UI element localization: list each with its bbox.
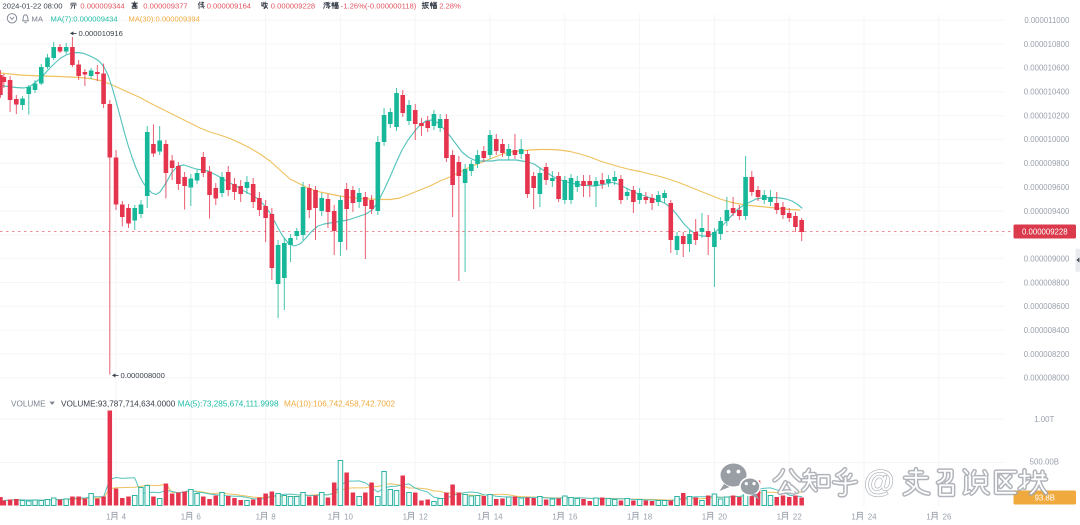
svg-text:1: 1 <box>403 512 408 521</box>
svg-text:6: 6 <box>196 512 201 521</box>
svg-text:1: 1 <box>702 512 707 521</box>
svg-text:0.000009600: 0.000009600 <box>1024 183 1070 192</box>
svg-text:0.000010200: 0.000010200 <box>1024 111 1070 120</box>
svg-text:0.000010800: 0.000010800 <box>1024 40 1070 49</box>
svg-text:18: 18 <box>643 512 652 521</box>
svg-text:0.000008600: 0.000008600 <box>1024 302 1070 311</box>
svg-text:MA(10):106,742,458,742.7002: MA(10):106,742,458,742.7002 <box>284 399 396 408</box>
svg-text:1: 1 <box>328 512 333 521</box>
svg-text:1.00T: 1.00T <box>1034 415 1054 424</box>
svg-text:0.000009377: 0.000009377 <box>143 2 187 11</box>
svg-text:0.000009800: 0.000009800 <box>1024 159 1070 168</box>
svg-text:4: 4 <box>122 512 127 521</box>
svg-text:MA(7):0.000009434: MA(7):0.000009434 <box>51 14 118 23</box>
svg-text:2.28%: 2.28% <box>439 2 461 11</box>
svg-text:0.000008200: 0.000008200 <box>1024 350 1070 359</box>
svg-text:1: 1 <box>477 512 482 521</box>
svg-text:26: 26 <box>943 512 952 521</box>
svg-text:MA: MA <box>32 14 44 23</box>
svg-text:500.00B: 500.00B <box>1030 457 1059 466</box>
svg-text:0.000009000: 0.000009000 <box>1024 254 1070 263</box>
svg-text:MA(5):73,285,674,111.9998: MA(5):73,285,674,111.9998 <box>178 399 279 408</box>
svg-text:1: 1 <box>256 512 261 521</box>
svg-text:14: 14 <box>494 512 503 521</box>
svg-text:22: 22 <box>793 512 802 521</box>
svg-text:@: @ <box>864 463 894 498</box>
svg-text:20: 20 <box>718 512 727 521</box>
svg-text:0.000010400: 0.000010400 <box>1024 88 1070 97</box>
svg-text:0.000008800: 0.000008800 <box>1024 278 1070 287</box>
svg-text:0.000008000: 0.000008000 <box>1024 374 1070 383</box>
svg-text:1: 1 <box>552 512 557 521</box>
svg-text:10: 10 <box>344 512 353 521</box>
svg-text:1: 1 <box>181 512 186 521</box>
svg-text:VOLUME:93,787,714,634.0000: VOLUME:93,787,714,634.0000 <box>61 399 176 408</box>
svg-text:0.000010000: 0.000010000 <box>1024 135 1070 144</box>
svg-text:16: 16 <box>569 512 578 521</box>
svg-text:0.000009228: 0.000009228 <box>271 2 315 11</box>
svg-text:0.000008400: 0.000008400 <box>1024 326 1070 335</box>
svg-text:-1.26%(-0.000000118): -1.26%(-0.000000118) <box>341 2 417 11</box>
svg-text:VOLUME: VOLUME <box>11 399 46 408</box>
svg-text:8: 8 <box>271 512 276 521</box>
svg-text:0.000010916: 0.000010916 <box>79 29 123 38</box>
svg-text:1: 1 <box>106 512 111 521</box>
svg-text:12: 12 <box>419 512 428 521</box>
svg-text:93.8B: 93.8B <box>1035 494 1055 503</box>
svg-text:1: 1 <box>851 512 856 521</box>
svg-text:0.000009164: 0.000009164 <box>207 2 251 11</box>
svg-text:0.000010600: 0.000010600 <box>1024 64 1070 73</box>
svg-text:MA(30):0.000009394: MA(30):0.000009394 <box>129 14 200 23</box>
svg-text:0.000008000: 0.000008000 <box>121 371 165 380</box>
svg-text:1: 1 <box>777 512 782 521</box>
svg-text:2024-01-22 08:00: 2024-01-22 08:00 <box>3 2 63 11</box>
svg-text:0.000011000: 0.000011000 <box>1024 16 1070 25</box>
svg-text:0.000009400: 0.000009400 <box>1024 207 1070 216</box>
svg-text:0.000009228: 0.000009228 <box>1022 228 1068 237</box>
svg-text:1: 1 <box>926 512 931 521</box>
svg-text:0.000009344: 0.000009344 <box>80 2 124 11</box>
svg-text:24: 24 <box>868 512 877 521</box>
svg-text:1: 1 <box>627 512 632 521</box>
